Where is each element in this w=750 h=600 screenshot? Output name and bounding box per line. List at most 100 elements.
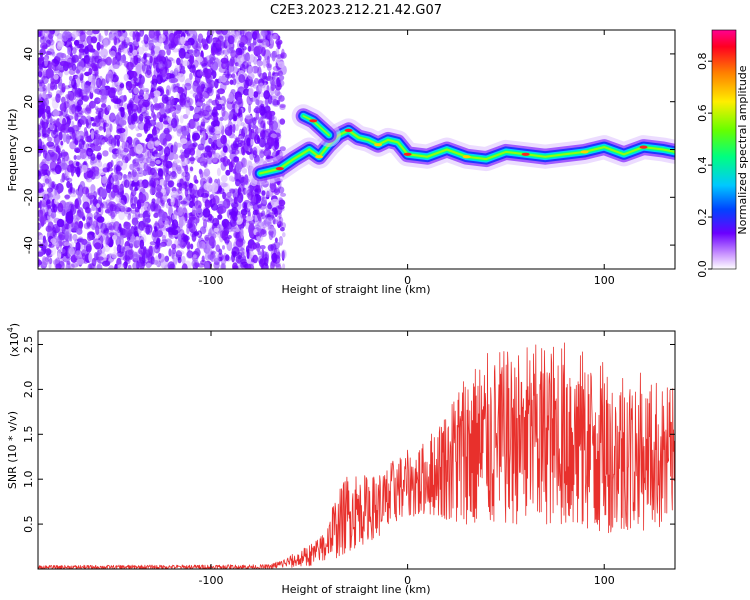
noise-cell: [109, 112, 116, 123]
noise-cell: [137, 153, 145, 161]
noise-cell: [181, 69, 186, 74]
noise-cell: [243, 174, 249, 185]
noise-cell: [248, 223, 255, 231]
noise-cell: [96, 41, 101, 51]
noise-cell: [189, 155, 195, 165]
y-tick-label: 2.5: [22, 336, 35, 354]
noise-cell: [54, 198, 58, 205]
noise-cell: [164, 44, 169, 50]
noise-cell: [223, 182, 231, 194]
noise-cell: [235, 163, 242, 174]
noise-cell: [158, 49, 166, 57]
noise-cell: [206, 125, 214, 135]
noise-cell: [249, 147, 254, 155]
noise-cell: [75, 165, 83, 174]
noise-cell: [97, 98, 105, 103]
noise-cell: [205, 55, 214, 63]
noise-cell: [120, 54, 127, 64]
noise-cell: [100, 188, 108, 198]
noise-cell: [56, 218, 65, 228]
noise-cell: [73, 39, 80, 46]
noise-cell: [186, 96, 191, 103]
noise-cell: [110, 50, 116, 58]
noise-cell: [221, 230, 229, 241]
noise-cell: [110, 137, 117, 148]
noise-cell: [130, 203, 137, 210]
noise-cell: [154, 220, 159, 227]
noise-cell: [46, 110, 52, 119]
noise-cell: [88, 216, 94, 226]
noise-cell: [164, 96, 171, 102]
noise-cell: [40, 206, 47, 211]
noise-cell: [136, 57, 141, 64]
noise-cell: [171, 170, 177, 178]
noise-cell: [118, 118, 126, 127]
noise-cell: [87, 74, 93, 82]
noise-cell: [38, 112, 43, 118]
noise-cell: [101, 175, 108, 184]
noise-cell: [282, 263, 286, 269]
noise-cell: [83, 55, 91, 64]
noise-cell: [278, 236, 284, 246]
noise-cell: [86, 143, 90, 150]
noise-cell: [249, 81, 255, 88]
noise-cell: [92, 171, 101, 180]
noise-cell: [229, 124, 233, 130]
noise-cell: [207, 253, 215, 260]
noise-cell: [123, 179, 130, 188]
noise-cell: [56, 36, 64, 46]
noise-cell: [245, 159, 252, 170]
noise-cell: [193, 48, 201, 58]
noise-cell: [222, 221, 227, 230]
y-tick-label: 20: [22, 95, 35, 109]
noise-cell: [86, 177, 93, 183]
noise-cell: [150, 168, 157, 178]
noise-cell: [218, 205, 227, 214]
noise-cell: [277, 70, 283, 77]
noise-cell: [114, 151, 119, 157]
noise-cell: [267, 202, 273, 210]
noise-cell: [162, 137, 168, 147]
noise-cell: [127, 249, 133, 256]
noise-cell: [276, 251, 281, 259]
noise-cell: [131, 195, 138, 206]
noise-cell: [195, 155, 199, 161]
noise-cell: [77, 190, 82, 200]
noise-cell: [149, 91, 155, 98]
noise-cell: [153, 177, 161, 186]
noise-cell: [51, 51, 56, 57]
x-tick-label: -100: [199, 274, 224, 287]
x-tick-label: 100: [594, 274, 615, 287]
noise-cell: [211, 182, 219, 193]
noise-cell: [116, 244, 122, 254]
noise-cell: [267, 244, 274, 252]
noise-cell: [110, 177, 115, 184]
noise-cell: [74, 147, 81, 153]
noise-cell: [201, 109, 210, 117]
noise-cell: [276, 77, 281, 87]
noise-cell: [215, 133, 221, 139]
noise-cell: [189, 166, 194, 172]
noise-cell: [105, 235, 110, 246]
noise-cell: [160, 59, 164, 65]
noise-cell: [63, 85, 71, 90]
noise-cell: [279, 118, 286, 125]
noise-cell: [102, 150, 109, 157]
noise-cell: [202, 43, 209, 50]
noise-cell: [280, 52, 287, 59]
noise-cell: [269, 123, 274, 132]
noise-cell: [43, 56, 49, 67]
noise-cell: [184, 82, 192, 91]
noise-cell: [68, 223, 72, 234]
noise-cell: [158, 168, 164, 177]
noise-cell: [78, 54, 82, 60]
noise-cell: [246, 248, 250, 260]
noise-cell: [113, 103, 120, 110]
noise-cell: [236, 116, 242, 127]
noise-cell: [196, 71, 204, 77]
noise-cell: [38, 108, 47, 114]
noise-cell: [153, 82, 157, 92]
noise-cell: [98, 126, 104, 131]
noise-cell: [279, 103, 286, 108]
